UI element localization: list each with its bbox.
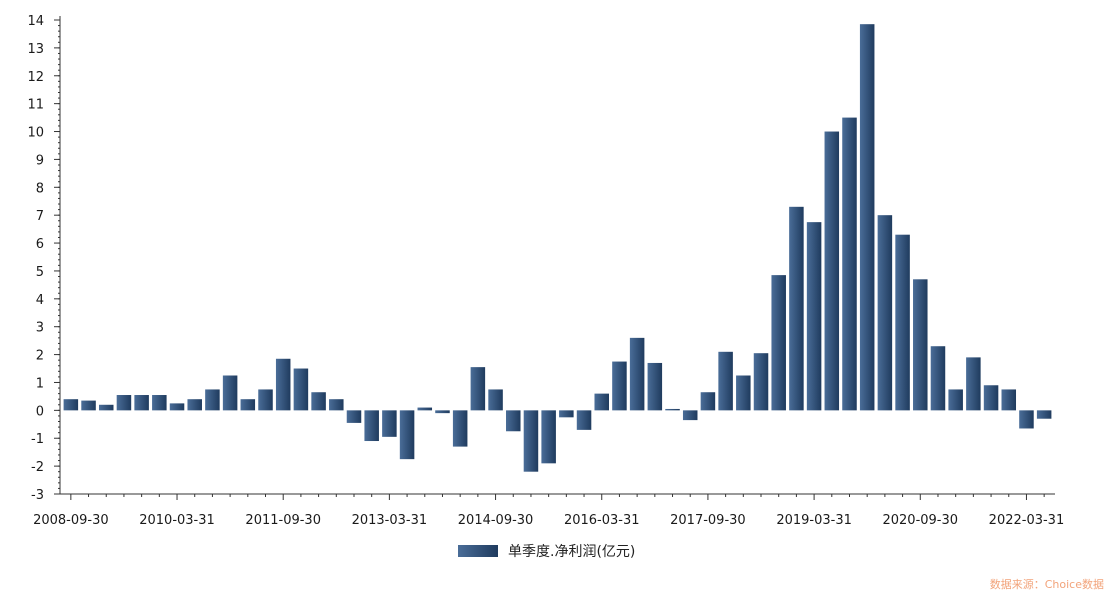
bar bbox=[470, 367, 486, 411]
bar bbox=[576, 410, 592, 430]
bar bbox=[152, 395, 167, 411]
y-tick-label: 1 bbox=[36, 376, 44, 391]
y-tick-label: 9 bbox=[36, 153, 44, 168]
y-tick-label: 2 bbox=[36, 349, 44, 364]
bars bbox=[63, 24, 1052, 472]
bar bbox=[382, 410, 397, 437]
legend: 单季度.净利润(亿元) bbox=[458, 541, 635, 561]
bar bbox=[187, 399, 202, 411]
bar bbox=[506, 410, 521, 432]
bar bbox=[948, 389, 963, 411]
bar bbox=[789, 206, 804, 411]
bar bbox=[859, 24, 875, 411]
bar bbox=[629, 337, 645, 411]
x-tick-label: 2017-09-30 bbox=[670, 513, 746, 528]
y-tick-label: 4 bbox=[36, 293, 44, 308]
x-axis: 2008-09-30 2010-03-31 2011-09-30 2013-03-31… bbox=[33, 493, 1065, 528]
y-tick-label: -2 bbox=[31, 460, 44, 475]
bar bbox=[258, 389, 273, 411]
bar bbox=[488, 389, 503, 411]
bar bbox=[930, 346, 946, 411]
x-tick-label: 2011-09-30 bbox=[245, 513, 321, 528]
bar bbox=[983, 385, 999, 411]
bar bbox=[736, 375, 751, 411]
bar bbox=[329, 399, 344, 411]
source-note: 数据来源：Choice数据 bbox=[989, 578, 1104, 591]
bar bbox=[523, 410, 539, 472]
bar bbox=[771, 275, 786, 411]
bar bbox=[842, 117, 857, 411]
bar bbox=[98, 404, 114, 411]
x-tick-label: 2010-03-31 bbox=[139, 513, 215, 528]
bar bbox=[806, 222, 822, 411]
x-tick-label: 2019-03-31 bbox=[776, 513, 852, 528]
bar bbox=[452, 410, 468, 447]
y-tick-label: 5 bbox=[36, 265, 44, 280]
y-tick-label: -1 bbox=[31, 432, 44, 447]
bar bbox=[594, 393, 609, 411]
y-tick-label: 10 bbox=[27, 126, 44, 141]
bar bbox=[435, 410, 450, 414]
y-tick-label: 8 bbox=[36, 181, 44, 196]
y-tick-label: 12 bbox=[27, 70, 44, 85]
y-tick-label: 3 bbox=[36, 321, 44, 336]
bar bbox=[700, 392, 716, 411]
y-tick-label: 6 bbox=[36, 237, 44, 252]
bar bbox=[399, 410, 415, 460]
y-tick-label: 0 bbox=[36, 404, 44, 419]
y-tick-label: 13 bbox=[27, 42, 44, 57]
bar bbox=[682, 410, 698, 421]
bar bbox=[824, 131, 840, 411]
y-tick-label: 14 bbox=[27, 14, 44, 29]
legend-swatch bbox=[458, 545, 498, 557]
bar bbox=[966, 357, 981, 411]
bar bbox=[293, 368, 309, 411]
x-tick-label: 2022-03-31 bbox=[989, 513, 1065, 528]
bar bbox=[665, 408, 680, 411]
bar bbox=[1036, 410, 1052, 419]
bar bbox=[913, 279, 928, 411]
bar bbox=[559, 410, 574, 418]
bar bbox=[895, 234, 910, 411]
bar bbox=[753, 353, 769, 411]
bar bbox=[1001, 389, 1017, 411]
y-tick-label: 7 bbox=[36, 209, 44, 224]
bar bbox=[877, 215, 893, 411]
bar bbox=[205, 389, 220, 411]
bar bbox=[311, 392, 326, 411]
bar bbox=[134, 395, 149, 411]
bar bbox=[718, 351, 733, 411]
x-tick-label: 2013-03-31 bbox=[352, 513, 428, 528]
bar bbox=[1019, 410, 1034, 429]
bar bbox=[647, 362, 663, 411]
y-tick-label: -3 bbox=[31, 488, 44, 503]
bar bbox=[612, 361, 627, 411]
bar bbox=[63, 399, 79, 411]
bar bbox=[364, 410, 379, 442]
bar bbox=[417, 407, 433, 411]
x-tick-label: 2020-09-30 bbox=[882, 513, 958, 528]
bar bbox=[346, 410, 362, 423]
y-tick-label: 11 bbox=[27, 98, 44, 113]
legend-label: 单季度.净利润(亿元) bbox=[508, 544, 636, 560]
bar bbox=[169, 403, 185, 411]
bar bbox=[222, 375, 238, 411]
bar bbox=[81, 400, 96, 411]
bar bbox=[275, 358, 291, 411]
bar bbox=[116, 395, 132, 411]
x-tick-label: 2016-03-31 bbox=[564, 513, 640, 528]
x-tick-label: 2008-09-30 bbox=[33, 513, 109, 528]
x-tick-label: 2014-09-30 bbox=[458, 513, 534, 528]
bar bbox=[541, 410, 556, 464]
bar bbox=[240, 399, 256, 411]
